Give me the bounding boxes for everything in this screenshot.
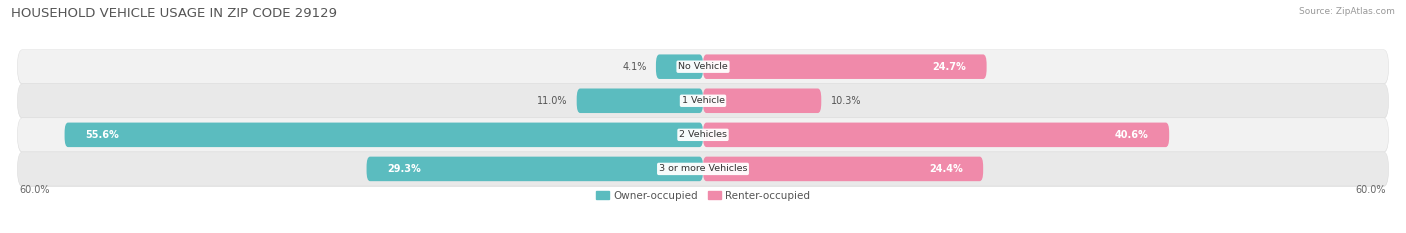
FancyBboxPatch shape: [367, 157, 703, 181]
FancyBboxPatch shape: [17, 153, 1389, 187]
FancyBboxPatch shape: [17, 85, 1389, 119]
FancyBboxPatch shape: [17, 119, 1389, 153]
Legend: Owner-occupied, Renter-occupied: Owner-occupied, Renter-occupied: [592, 187, 814, 205]
Text: 11.0%: 11.0%: [537, 96, 568, 106]
FancyBboxPatch shape: [703, 89, 821, 113]
FancyBboxPatch shape: [17, 84, 1389, 118]
Text: 10.3%: 10.3%: [831, 96, 860, 106]
Text: 55.6%: 55.6%: [86, 130, 120, 140]
FancyBboxPatch shape: [17, 118, 1389, 152]
FancyBboxPatch shape: [576, 89, 703, 113]
Text: 3 or more Vehicles: 3 or more Vehicles: [659, 164, 747, 173]
FancyBboxPatch shape: [703, 157, 983, 181]
Text: Source: ZipAtlas.com: Source: ZipAtlas.com: [1299, 7, 1395, 16]
FancyBboxPatch shape: [17, 152, 1389, 186]
Text: No Vehicle: No Vehicle: [678, 62, 728, 71]
Text: 60.0%: 60.0%: [1355, 185, 1386, 195]
FancyBboxPatch shape: [703, 123, 1170, 147]
FancyBboxPatch shape: [65, 123, 703, 147]
FancyBboxPatch shape: [17, 50, 1389, 84]
FancyBboxPatch shape: [657, 55, 703, 79]
Text: 24.4%: 24.4%: [929, 164, 963, 174]
Text: 60.0%: 60.0%: [20, 185, 51, 195]
FancyBboxPatch shape: [17, 51, 1389, 85]
Text: 24.7%: 24.7%: [932, 62, 966, 72]
Text: HOUSEHOLD VEHICLE USAGE IN ZIP CODE 29129: HOUSEHOLD VEHICLE USAGE IN ZIP CODE 2912…: [11, 7, 337, 20]
Text: 40.6%: 40.6%: [1115, 130, 1149, 140]
FancyBboxPatch shape: [703, 55, 987, 79]
Text: 4.1%: 4.1%: [623, 62, 647, 72]
Text: 2 Vehicles: 2 Vehicles: [679, 130, 727, 139]
Text: 1 Vehicle: 1 Vehicle: [682, 96, 724, 105]
Text: 29.3%: 29.3%: [387, 164, 420, 174]
